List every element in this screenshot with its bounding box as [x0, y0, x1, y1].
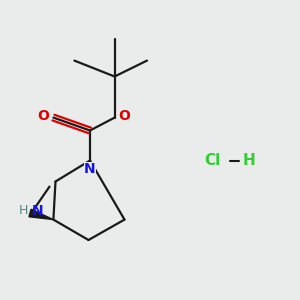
Text: Cl: Cl [204, 153, 220, 168]
Text: H: H [243, 153, 256, 168]
Text: N: N [32, 204, 43, 218]
Text: O: O [118, 109, 130, 123]
Text: N: N [84, 162, 96, 176]
Text: O: O [37, 109, 49, 123]
Polygon shape [29, 209, 53, 220]
Text: H: H [19, 204, 28, 217]
